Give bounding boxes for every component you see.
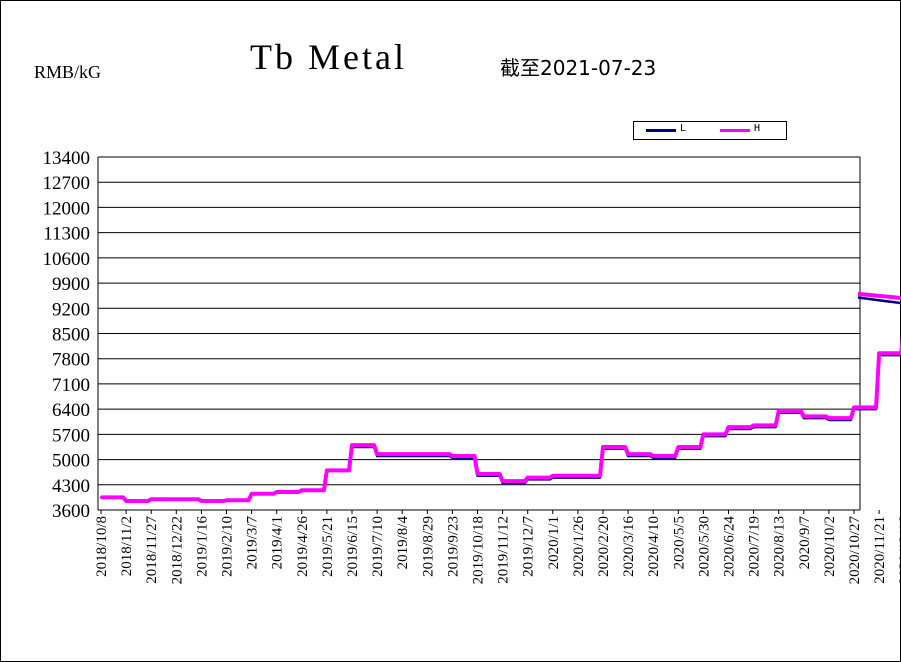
data-point-H [501,479,504,483]
y-tick-label: 9200 [52,299,90,320]
y-tick-label: 12000 [43,198,91,219]
data-point-H [476,472,479,476]
data-point-H [852,406,856,409]
x-tick-label: 2018/12/22 [169,516,185,584]
data-point-H [225,499,228,502]
x-tick-label: 2019/12/7 [521,516,537,577]
y-tick-label: 7100 [52,375,90,396]
data-point-H [300,488,303,492]
x-tick-label: 2019/5/21 [320,516,336,577]
x-tick-label: 2020/2/20 [596,516,612,577]
x-tick-label: 2020/5/30 [696,516,712,577]
data-point-H [626,452,630,456]
x-tick-label: 2019/2/10 [220,516,236,577]
data-point-H [752,424,755,427]
x-tick-label: 2020/4/10 [646,516,662,577]
x-tick-label: 2020/11/21 [872,516,888,584]
x-tick-label: 2019/8/29 [420,516,436,577]
data-point-H [802,415,805,418]
y-tick-label: 10600 [43,249,91,270]
data-point-H [702,433,705,436]
y-tick-label: 3600 [52,501,90,522]
legend-label-L: L [680,123,687,134]
x-tick-label: 2020/6/24 [722,516,738,577]
y-tick-label: 5700 [52,425,90,446]
data-point-H [250,492,253,495]
chart-title: Tb Metal [250,37,407,77]
y-tick-label: 8500 [52,325,90,346]
y-axis-unit: RMB/kG [34,62,102,82]
x-tick-label: 2020/8/13 [772,516,788,577]
legend: L H [633,121,787,140]
y-tick-label: 6400 [52,400,90,421]
data-point-H [275,490,278,494]
x-tick-label: 2018/10/8 [94,516,110,577]
y-tick-label: 5000 [52,451,90,472]
y-tick-label: 7800 [52,350,90,371]
y-tick-label: 11300 [43,224,90,245]
series-line-H [101,291,901,503]
x-tick-label: 2020/10/27 [847,516,863,585]
data-point-H [677,445,680,449]
x-tick-label: 2019/9/23 [445,516,461,577]
data-point-H [652,454,655,458]
data-point-H [401,452,404,456]
data-point-H [124,499,128,503]
data-point-H [551,474,554,477]
legend-label-H: H [754,123,761,134]
x-tick-label: 2020/7/19 [747,516,763,577]
legend-line-L [646,129,676,132]
x-tick-label: 2019/8/4 [395,516,411,570]
x-tick-label: 2020/10/2 [822,516,838,577]
data-point-H [526,476,529,479]
data-point-H [451,454,454,458]
data-point-H [426,452,429,456]
x-tick-label: 2019/11/12 [496,516,512,584]
data-point-H [375,452,379,456]
y-tick-label: 13400 [43,148,91,169]
x-tick-label: 2019/4/26 [295,516,311,577]
data-point-H [601,445,605,449]
x-tick-label: 2020/3/16 [621,516,637,577]
x-tick-label: 2019/7/10 [370,516,386,577]
data-point-H [175,497,178,501]
x-tick-label: 2020/5/5 [671,516,687,569]
data-point-H [727,425,730,429]
x-tick-label: 2020/1/26 [571,516,587,577]
data-point-H [99,496,103,499]
x-tick-label: 2020/1/1 [546,516,562,569]
y-tick-label: 4300 [52,476,90,497]
x-tick-label: 2019/6/15 [345,516,361,577]
y-tick-label: 9900 [52,274,90,295]
data-point-H [150,497,153,501]
data-point-H [777,409,780,413]
data-point-H [325,469,329,472]
data-point-H [350,443,354,447]
data-point-H [877,352,881,355]
y-tick-label: 12700 [43,173,91,194]
x-tick-label: 2020/12/16 [897,516,901,585]
x-tick-label: 2020/9/7 [797,516,813,570]
data-point-H [576,474,580,477]
x-tick-label: 2019/10/18 [471,516,487,584]
data-point-H [827,416,831,420]
x-tick-label: 2019/3/7 [245,516,261,570]
x-tick-label: 2018/11/27 [144,516,160,584]
as-of-date: 截至2021-07-23 [500,56,657,80]
x-tick-label: 2019/1/16 [194,516,210,577]
x-tick-label: 2019/4/1 [270,516,286,569]
data-point-H [200,499,203,503]
x-tick-label: 2018/11/2 [119,516,135,576]
legend-line-H [720,129,750,132]
